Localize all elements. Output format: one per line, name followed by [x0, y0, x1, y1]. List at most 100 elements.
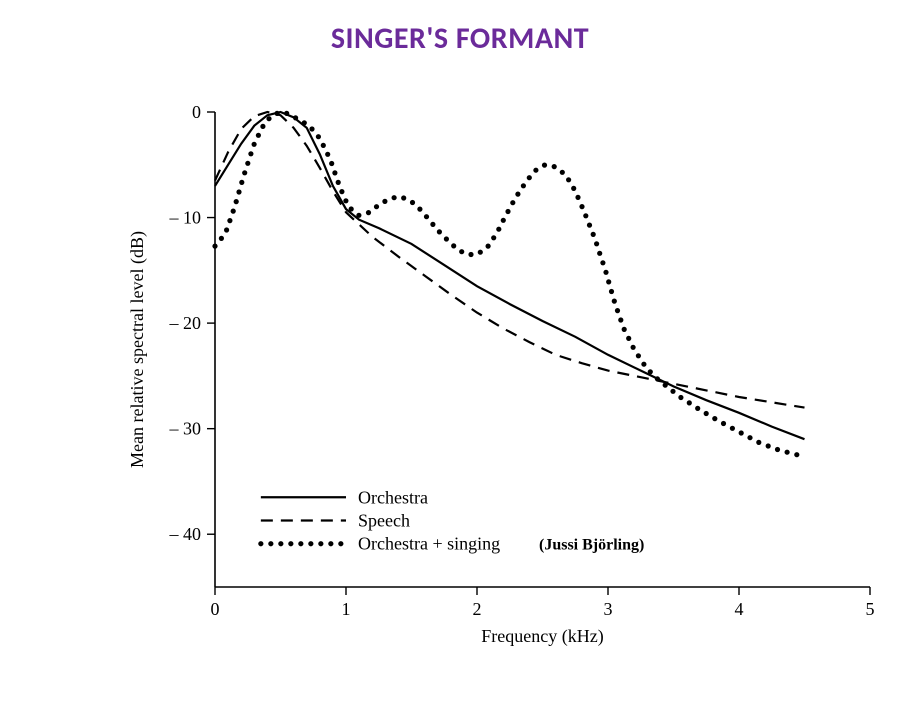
x-tick-label: 5	[866, 599, 875, 619]
series-orchestra-singing	[542, 163, 547, 168]
series-orchestra-singing	[236, 189, 241, 194]
series-orchestra-singing	[756, 440, 761, 445]
series-orchestra-singing	[612, 299, 617, 304]
series-orchestra-singing	[248, 151, 253, 156]
y-tick-label: 0	[192, 102, 201, 122]
spectral-chart: 0123450– 10– 20– 30– 40Frequency (kHz)Me…	[0, 57, 920, 677]
series-orchestra-singing	[349, 206, 354, 211]
series-orchestra-singing	[626, 336, 631, 341]
series-orchestra-singing	[739, 430, 744, 435]
series-orchestra-singing	[609, 289, 614, 294]
legend-orchestra-singing-swatch	[318, 541, 323, 546]
series-orchestra-singing	[212, 244, 217, 249]
legend-orchestra-singing-swatch	[288, 541, 293, 546]
legend-orchestra-singing-swatch	[268, 541, 273, 546]
series-orchestra-singing	[366, 210, 371, 215]
series-orchestra-singing	[231, 209, 236, 214]
legend-orchestra-singing-swatch	[328, 541, 333, 546]
series-orchestra-singing	[275, 111, 280, 116]
series-orchestra	[215, 112, 805, 439]
series-orchestra-singing	[430, 222, 435, 227]
series-orchestra-singing	[392, 195, 397, 200]
series-orchestra-singing	[374, 204, 379, 209]
series-orchestra-singing	[618, 317, 623, 322]
x-axis-label: Frequency (kHz)	[481, 626, 603, 647]
series-orchestra-singing	[339, 189, 344, 194]
legend-orchestra-singing-swatch	[338, 541, 343, 546]
y-tick-label: – 30	[169, 419, 202, 439]
series-orchestra-singing	[332, 170, 337, 175]
series-orchestra-singing	[245, 161, 250, 166]
series-orchestra-singing	[606, 279, 611, 284]
series-orchestra-singing	[775, 447, 780, 452]
y-tick-label: – 20	[169, 313, 202, 333]
series-orchestra-singing	[309, 126, 314, 131]
series-orchestra-singing	[224, 227, 229, 232]
series-orchestra-singing	[227, 218, 232, 223]
series-orchestra-singing	[242, 170, 247, 175]
series-orchestra-singing	[321, 143, 326, 148]
x-tick-label: 4	[735, 599, 744, 619]
series-orchestra-singing	[284, 111, 289, 116]
series-orchestra-singing	[501, 218, 506, 223]
series-orchestra-singing	[266, 116, 271, 121]
series-orchestra-singing	[239, 180, 244, 185]
series-orchestra-singing	[663, 383, 668, 388]
legend-orchestra-singing-swatch	[258, 541, 263, 546]
series-orchestra-singing	[505, 209, 510, 214]
series-orchestra-singing	[533, 168, 538, 173]
series-orchestra-singing	[219, 236, 224, 241]
page-title: SINGER'S FORMANT	[0, 20, 920, 57]
series-orchestra-singing	[730, 426, 735, 431]
series-orchestra-singing	[521, 183, 526, 188]
series-orchestra-singing	[343, 198, 348, 203]
series-orchestra-singing	[687, 400, 692, 405]
series-orchestra-singing	[594, 241, 599, 246]
series-orchestra-singing	[571, 186, 576, 191]
series-orchestra-singing	[695, 406, 700, 411]
legend-orchestra-singing-swatch	[308, 541, 313, 546]
series-orchestra-singing	[721, 421, 726, 426]
series-orchestra-singing	[579, 204, 584, 209]
legend-orchestra-singing-swatch	[278, 541, 283, 546]
series-orchestra-singing	[451, 243, 456, 248]
series-orchestra-singing	[486, 244, 491, 249]
series-orchestra-singing	[260, 124, 265, 129]
series-orchestra-singing	[496, 227, 501, 232]
series-orchestra-singing	[631, 345, 636, 350]
series-orchestra-singing	[293, 115, 298, 120]
series-orchestra-singing	[587, 223, 592, 228]
legend-orchestra-singing-label: Orchestra + singing	[358, 534, 500, 554]
series-orchestra-singing	[252, 142, 257, 147]
legend-orchestra-singing-swatch	[298, 541, 303, 546]
series-orchestra-singing	[417, 207, 422, 212]
series-orchestra-singing	[552, 164, 557, 169]
series-orchestra-singing	[670, 389, 675, 394]
series-orchestra-singing	[382, 199, 387, 204]
series-orchestra-singing	[712, 416, 717, 421]
y-axis-label: Mean relative spectral level (dB)	[127, 231, 148, 468]
series-orchestra-singing	[560, 170, 565, 175]
y-tick-label: – 40	[169, 524, 202, 544]
series-orchestra-singing	[766, 443, 771, 448]
series-orchestra-singing	[510, 200, 515, 205]
series-orchestra-singing	[325, 152, 330, 157]
series-orchestra-singing	[655, 376, 660, 381]
series-orchestra-singing	[641, 362, 646, 367]
series-orchestra-singing	[459, 249, 464, 254]
series-orchestra-singing	[316, 134, 321, 139]
series-orchestra-singing	[597, 251, 602, 256]
series-orchestra-singing	[424, 214, 429, 219]
x-tick-label: 2	[473, 599, 482, 619]
series-orchestra-singing	[336, 180, 341, 185]
series-orchestra-singing	[527, 175, 532, 180]
series-orchestra-singing	[747, 435, 752, 440]
series-orchestra-singing	[566, 177, 571, 182]
series-orchestra-singing	[583, 213, 588, 218]
legend-orchestra-label: Orchestra	[358, 487, 428, 507]
series-orchestra-singing	[785, 450, 790, 455]
series-orchestra-singing	[636, 353, 641, 358]
series-orchestra-singing	[468, 252, 473, 257]
series-orchestra-singing	[678, 395, 683, 400]
series-orchestra-singing	[575, 195, 580, 200]
